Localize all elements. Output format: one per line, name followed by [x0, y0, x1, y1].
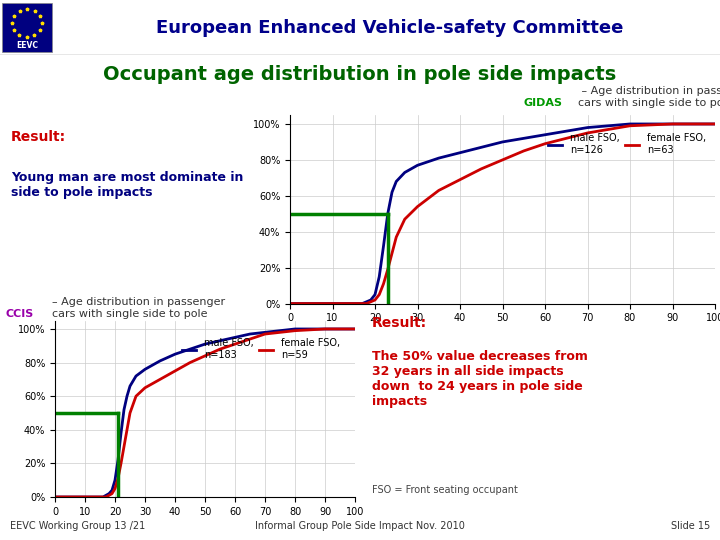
Text: – Age distribution in passenger
cars with single side to pole: – Age distribution in passenger cars wit…: [52, 297, 225, 319]
Legend: male FSO,
n=183, female FSO,
n=59: male FSO, n=183, female FSO, n=59: [178, 334, 344, 363]
Text: FSO = Front seating occupant: FSO = Front seating occupant: [372, 485, 518, 495]
Text: The 50% value decreases from
32 years in all side impacts
down  to 24 years in p: The 50% value decreases from 32 years in…: [372, 350, 588, 408]
Text: EEVC Working Group 13 /21: EEVC Working Group 13 /21: [10, 521, 145, 531]
Text: European Enhanced Vehicle-safety Committee: European Enhanced Vehicle-safety Committ…: [156, 19, 624, 37]
Text: CCIS: CCIS: [5, 308, 33, 319]
Text: EEVC: EEVC: [16, 40, 38, 50]
Text: Slide 15: Slide 15: [671, 521, 710, 531]
Legend: male FSO,
n=126, female FSO,
n=63: male FSO, n=126, female FSO, n=63: [544, 129, 710, 159]
Text: Result:: Result:: [372, 316, 427, 330]
Text: – Age distribution in passenger
cars with single side to pole: – Age distribution in passenger cars wit…: [577, 86, 720, 107]
Text: GIDAS: GIDAS: [523, 98, 563, 107]
Text: Informal Group Pole Side Impact Nov. 2010: Informal Group Pole Side Impact Nov. 201…: [255, 521, 465, 531]
Text: Young man are most dominate in
side to pole impacts: Young man are most dominate in side to p…: [11, 171, 243, 199]
Text: Result:: Result:: [11, 130, 66, 144]
Text: Occupant age distribution in pole side impacts: Occupant age distribution in pole side i…: [104, 65, 616, 84]
Bar: [2, 3, 52, 52]
